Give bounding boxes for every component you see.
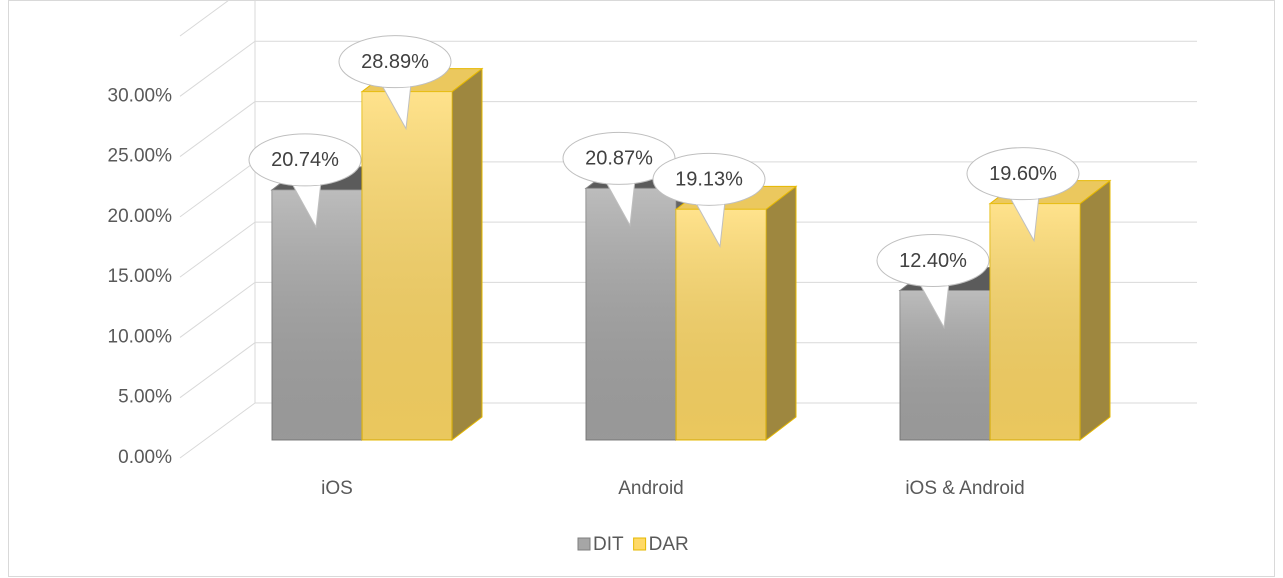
data-label: 28.89%: [361, 51, 429, 73]
y-tick-label: 25.00%: [108, 146, 173, 167]
grid-line: [179, 282, 256, 338]
bar-side: [765, 185, 797, 442]
legend-label: DAR: [649, 534, 689, 555]
data-label: 19.60%: [989, 163, 1057, 185]
y-tick-label: 0.00%: [118, 447, 172, 468]
callout-join: [382, 81, 410, 87]
bar-side: [451, 67, 483, 442]
y-tick-label: 30.00%: [108, 85, 173, 106]
grid-line: [179, 342, 256, 399]
bar-shade: [362, 91, 452, 441]
y-tick-label: 10.00%: [108, 326, 173, 347]
bar-shade: [272, 189, 362, 440]
bar-shade: [676, 209, 766, 440]
callout: [338, 35, 452, 89]
data-label: 19.13%: [675, 169, 743, 191]
grid-line: [179, 402, 256, 459]
grid-line: [179, 161, 256, 218]
y-tick-label: 15.00%: [108, 266, 173, 287]
bar-side: [1079, 179, 1111, 442]
y-tick-label: 5.00%: [118, 387, 172, 408]
callout: [248, 133, 362, 187]
legend-swatch: [633, 537, 647, 551]
grid-line: [179, 221, 256, 278]
y-tick-label: 20.00%: [108, 206, 173, 227]
callout-join: [920, 280, 948, 286]
callout: [966, 147, 1080, 201]
callout: [876, 233, 990, 287]
data-label: 20.87%: [585, 148, 653, 170]
bar-shade: [586, 188, 676, 440]
x-tick-label: Android: [618, 478, 684, 499]
x-tick-label: iOS: [321, 478, 353, 499]
callout: [652, 152, 766, 206]
bar: [988, 179, 1112, 442]
grid-line: [179, 101, 256, 157]
grid-line: [179, 40, 256, 97]
bar-shade: [990, 203, 1080, 440]
callout-join: [1010, 193, 1038, 199]
bar: [360, 67, 484, 442]
legend-swatch: [577, 537, 591, 551]
legend-label: DIT: [593, 534, 624, 555]
wall-edge: [179, 0, 230, 37]
x-tick-label: iOS & Android: [905, 478, 1024, 499]
callout-join: [696, 199, 724, 205]
data-label: 12.40%: [899, 250, 967, 272]
data-label: 20.74%: [271, 149, 339, 171]
callout-join: [606, 178, 634, 184]
callout-join: [292, 179, 320, 185]
bar: [674, 185, 798, 442]
